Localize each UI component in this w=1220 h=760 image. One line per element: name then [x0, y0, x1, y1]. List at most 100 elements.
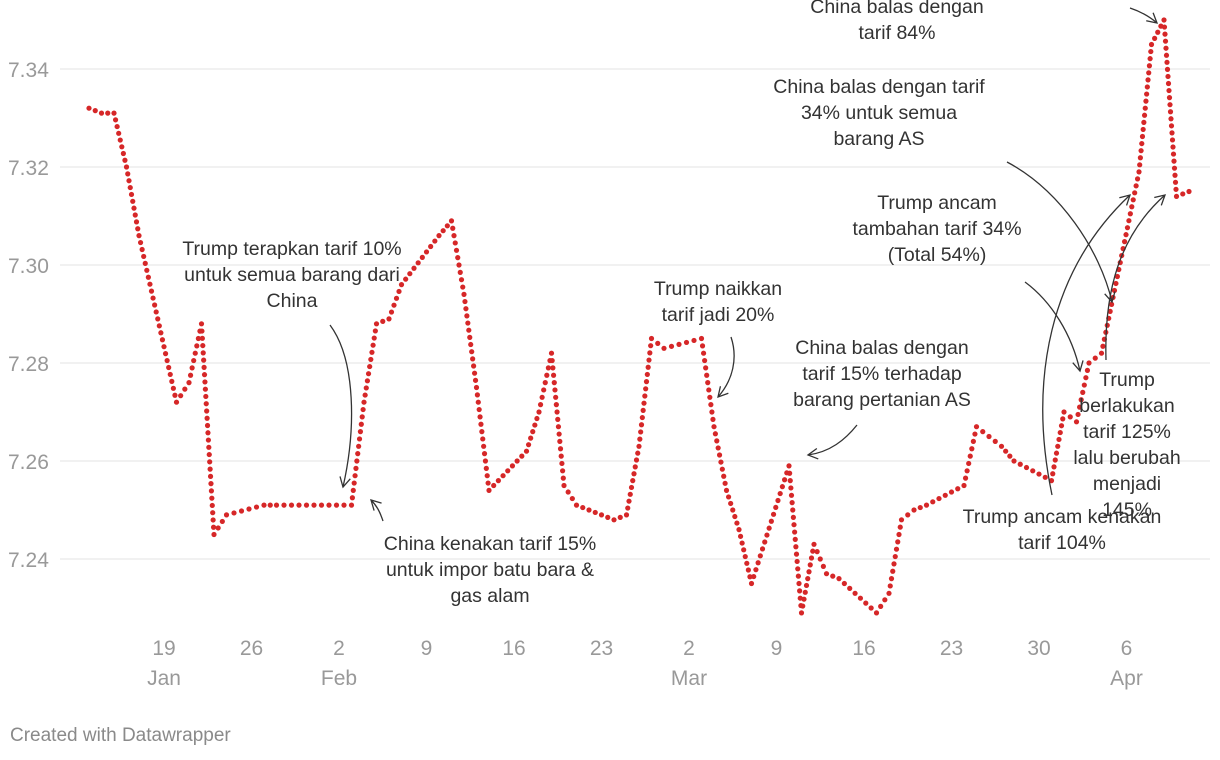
annotation-a5-line: China balas dengan [810, 0, 983, 18]
line-dot [762, 539, 768, 545]
data-point [1161, 17, 1167, 23]
y-tick-label: 7.24 [8, 549, 49, 572]
x-tick-label: 16 [852, 637, 875, 660]
line-dot [1078, 397, 1084, 403]
line-dot [166, 364, 172, 371]
line-dot [476, 406, 482, 413]
annotation-arrow-2 [370, 499, 384, 522]
line-dot [1168, 123, 1175, 129]
data-point [98, 110, 105, 116]
line-dot [1167, 102, 1173, 108]
line-dot [863, 600, 869, 606]
line-dot [1108, 301, 1115, 307]
annotation-a1-line: untuk semua barang dari [184, 264, 400, 286]
line-dot [1023, 464, 1030, 471]
line-dot [897, 524, 903, 530]
line-dot [238, 508, 245, 514]
annotation-a8-line: menjadi [1093, 473, 1161, 495]
line-dot [182, 386, 188, 392]
line-dot [415, 260, 421, 266]
line-dot [545, 365, 551, 371]
y-axis-ticks: 7.24 7.26 7.28 7.30 7.32 7.34 [8, 59, 49, 572]
x-tick-label: 9 [421, 637, 433, 660]
line-dot [969, 446, 975, 452]
line-dot [1137, 155, 1143, 161]
line-dot [1050, 471, 1056, 477]
line-dot [830, 573, 836, 579]
data-point [448, 218, 455, 224]
line-dot [719, 466, 725, 472]
line-dot [131, 205, 137, 211]
data-point [736, 527, 742, 533]
line-dot [362, 392, 368, 398]
annotation-a3-line: tarif jadi 20% [662, 304, 775, 326]
line-dot [560, 475, 566, 481]
line-dot [444, 223, 450, 229]
line-dot [810, 548, 816, 554]
data-point [398, 282, 405, 288]
annotation-arrow-7 [1024, 281, 1084, 373]
line-dot [1139, 140, 1145, 147]
line-dot [790, 514, 796, 520]
line-dot [167, 371, 173, 378]
line-dot [747, 574, 753, 580]
line-dot [549, 357, 555, 364]
line-dot [191, 357, 197, 364]
line-dot [1138, 148, 1144, 154]
line-dot [133, 219, 140, 225]
grid-lines [60, 68, 1210, 560]
line-dot [1081, 382, 1087, 388]
line-dot [972, 431, 978, 437]
line-dot [668, 343, 675, 349]
line-dot [1146, 63, 1153, 69]
line-dot [633, 457, 640, 463]
data-point [1186, 188, 1192, 195]
line-dot [1017, 461, 1023, 467]
line-dot [519, 453, 525, 459]
data-point [361, 399, 367, 405]
footer-credit: Created with Datawrapper [10, 725, 231, 746]
line-dot [128, 191, 135, 198]
line-dot [333, 502, 340, 508]
line-dot [1166, 87, 1172, 94]
line-dot [1164, 59, 1170, 65]
line-dot [288, 502, 295, 508]
line-dot [453, 247, 460, 253]
line-dot [367, 363, 373, 370]
line-dot [92, 108, 98, 114]
annotation-arrow-8 [1042, 194, 1131, 496]
line-dot [605, 514, 611, 520]
line-dot [580, 504, 586, 511]
data-point [486, 487, 492, 493]
line-dot [162, 351, 169, 357]
line-dot [1147, 56, 1153, 62]
line-dot [764, 532, 770, 538]
line-dot [470, 356, 476, 362]
line-dot [637, 436, 643, 442]
data-point [911, 507, 917, 513]
line-dot [296, 502, 302, 508]
annotation-arrows [329, 7, 1167, 522]
line-dot [1142, 105, 1148, 111]
line-dot [715, 445, 721, 451]
data-point [198, 321, 205, 327]
line-dot [1168, 116, 1174, 122]
line-dot [699, 343, 706, 349]
line-dot [419, 254, 425, 260]
line-dot [930, 499, 936, 505]
line-dot [303, 502, 310, 508]
line-dot [814, 549, 820, 555]
line-dot [569, 495, 575, 502]
line-dot [530, 429, 536, 435]
line-dot [553, 402, 559, 408]
line-dot [1173, 186, 1179, 192]
line-dot [878, 603, 884, 609]
line-dot [631, 471, 637, 477]
line-dot [1092, 355, 1098, 361]
line-dot [491, 482, 497, 489]
line-dot [807, 562, 813, 568]
line-dot [204, 422, 211, 429]
line-dot [207, 459, 213, 465]
line-dot [700, 350, 707, 356]
line-dot [550, 372, 557, 378]
